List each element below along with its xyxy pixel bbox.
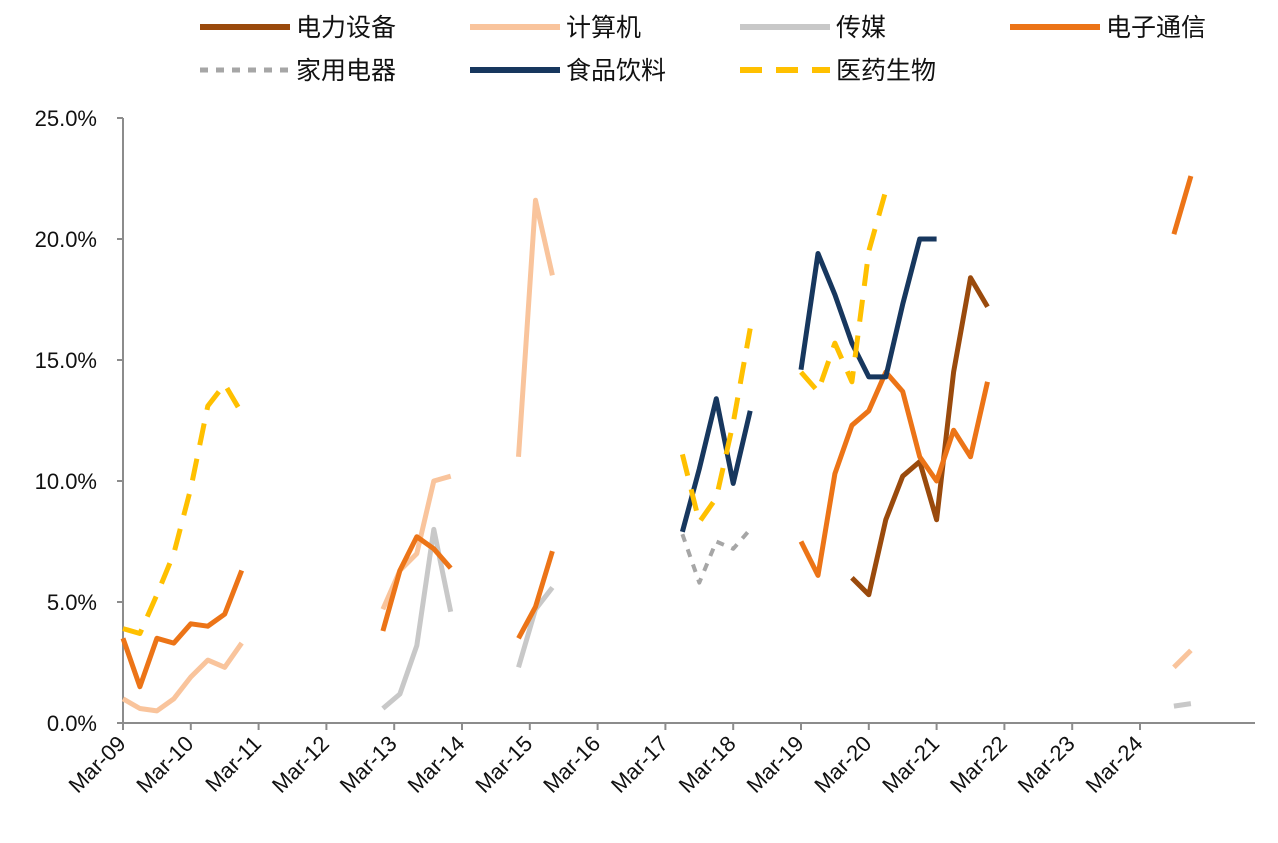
series-line (1173, 701, 1192, 709)
legend-label: 传媒 (836, 13, 886, 42)
series-line (516, 550, 555, 640)
series-line (679, 328, 753, 525)
series-line (120, 569, 245, 690)
series-line (1171, 175, 1194, 235)
legend-label: 医药生物 (836, 56, 936, 85)
legend-item: 传媒 (740, 13, 886, 42)
plot-area (120, 175, 1194, 714)
x-tick-label: Mar-22 (945, 731, 1012, 798)
series-line (516, 197, 555, 457)
x-tick-label: Mar-14 (403, 731, 470, 798)
series-line (798, 236, 937, 380)
x-tick-label: Mar-10 (131, 731, 198, 798)
legend-label: 食品饮料 (566, 56, 666, 85)
legend-item: 医药生物 (740, 56, 936, 85)
series-line (1172, 648, 1193, 670)
series-2 (381, 526, 1192, 711)
x-tick-label: Mar-24 (1081, 731, 1148, 798)
series-line (121, 641, 244, 714)
x-tick-label: Mar-13 (335, 731, 402, 798)
series-line (850, 275, 990, 598)
series-4 (680, 528, 752, 585)
series-line (122, 381, 244, 636)
legend-label: 家用电器 (296, 56, 396, 85)
series-line (798, 369, 990, 578)
x-tick-label: Mar-21 (877, 731, 944, 798)
series-line (679, 396, 753, 533)
x-tick-label: Mar-11 (200, 731, 266, 797)
x-tick-label: Mar-18 (674, 731, 741, 798)
axes: 0.0% 5.0% 10.0% 15.0% 20.0% 25.0% Mar-09 Mar-10… (35, 106, 1255, 798)
y-tick-label: 15.0% (35, 348, 97, 373)
legend-item: 家用电器 (200, 56, 396, 85)
y-tick-label: 5.0% (47, 590, 97, 615)
legend-label: 电力设备 (296, 13, 396, 42)
x-tick-label: Mar-09 (64, 731, 131, 798)
legend-item: 电子通信 (1010, 13, 1206, 42)
series-line (799, 189, 889, 394)
y-tick-label: 0.0% (47, 711, 97, 736)
legend-label: 计算机 (566, 13, 641, 42)
legend-item: 食品饮料 (470, 56, 666, 85)
series-line (680, 528, 752, 585)
series-3 (120, 175, 1194, 690)
series-1 (121, 197, 1193, 714)
x-tick-label: Mar-17 (606, 731, 673, 798)
x-tick-label: Mar-15 (470, 731, 537, 798)
x-tick-label: Mar-20 (809, 731, 876, 798)
y-tick-label: 10.0% (35, 469, 97, 494)
legend-item: 计算机 (470, 13, 641, 42)
x-tick-label: Mar-16 (538, 731, 605, 798)
x-tick-label: Mar-12 (267, 731, 334, 798)
series-0 (850, 275, 990, 598)
x-tick-label: Mar-19 (742, 731, 809, 798)
legend-item: 电力设备 (200, 13, 396, 42)
y-tick-label: 25.0% (35, 106, 97, 131)
series-6 (122, 189, 889, 636)
series-line (380, 534, 453, 632)
legend-label: 电子通信 (1106, 13, 1206, 42)
y-tick-label: 20.0% (35, 227, 97, 252)
x-tick-label: Mar-23 (1013, 731, 1080, 798)
